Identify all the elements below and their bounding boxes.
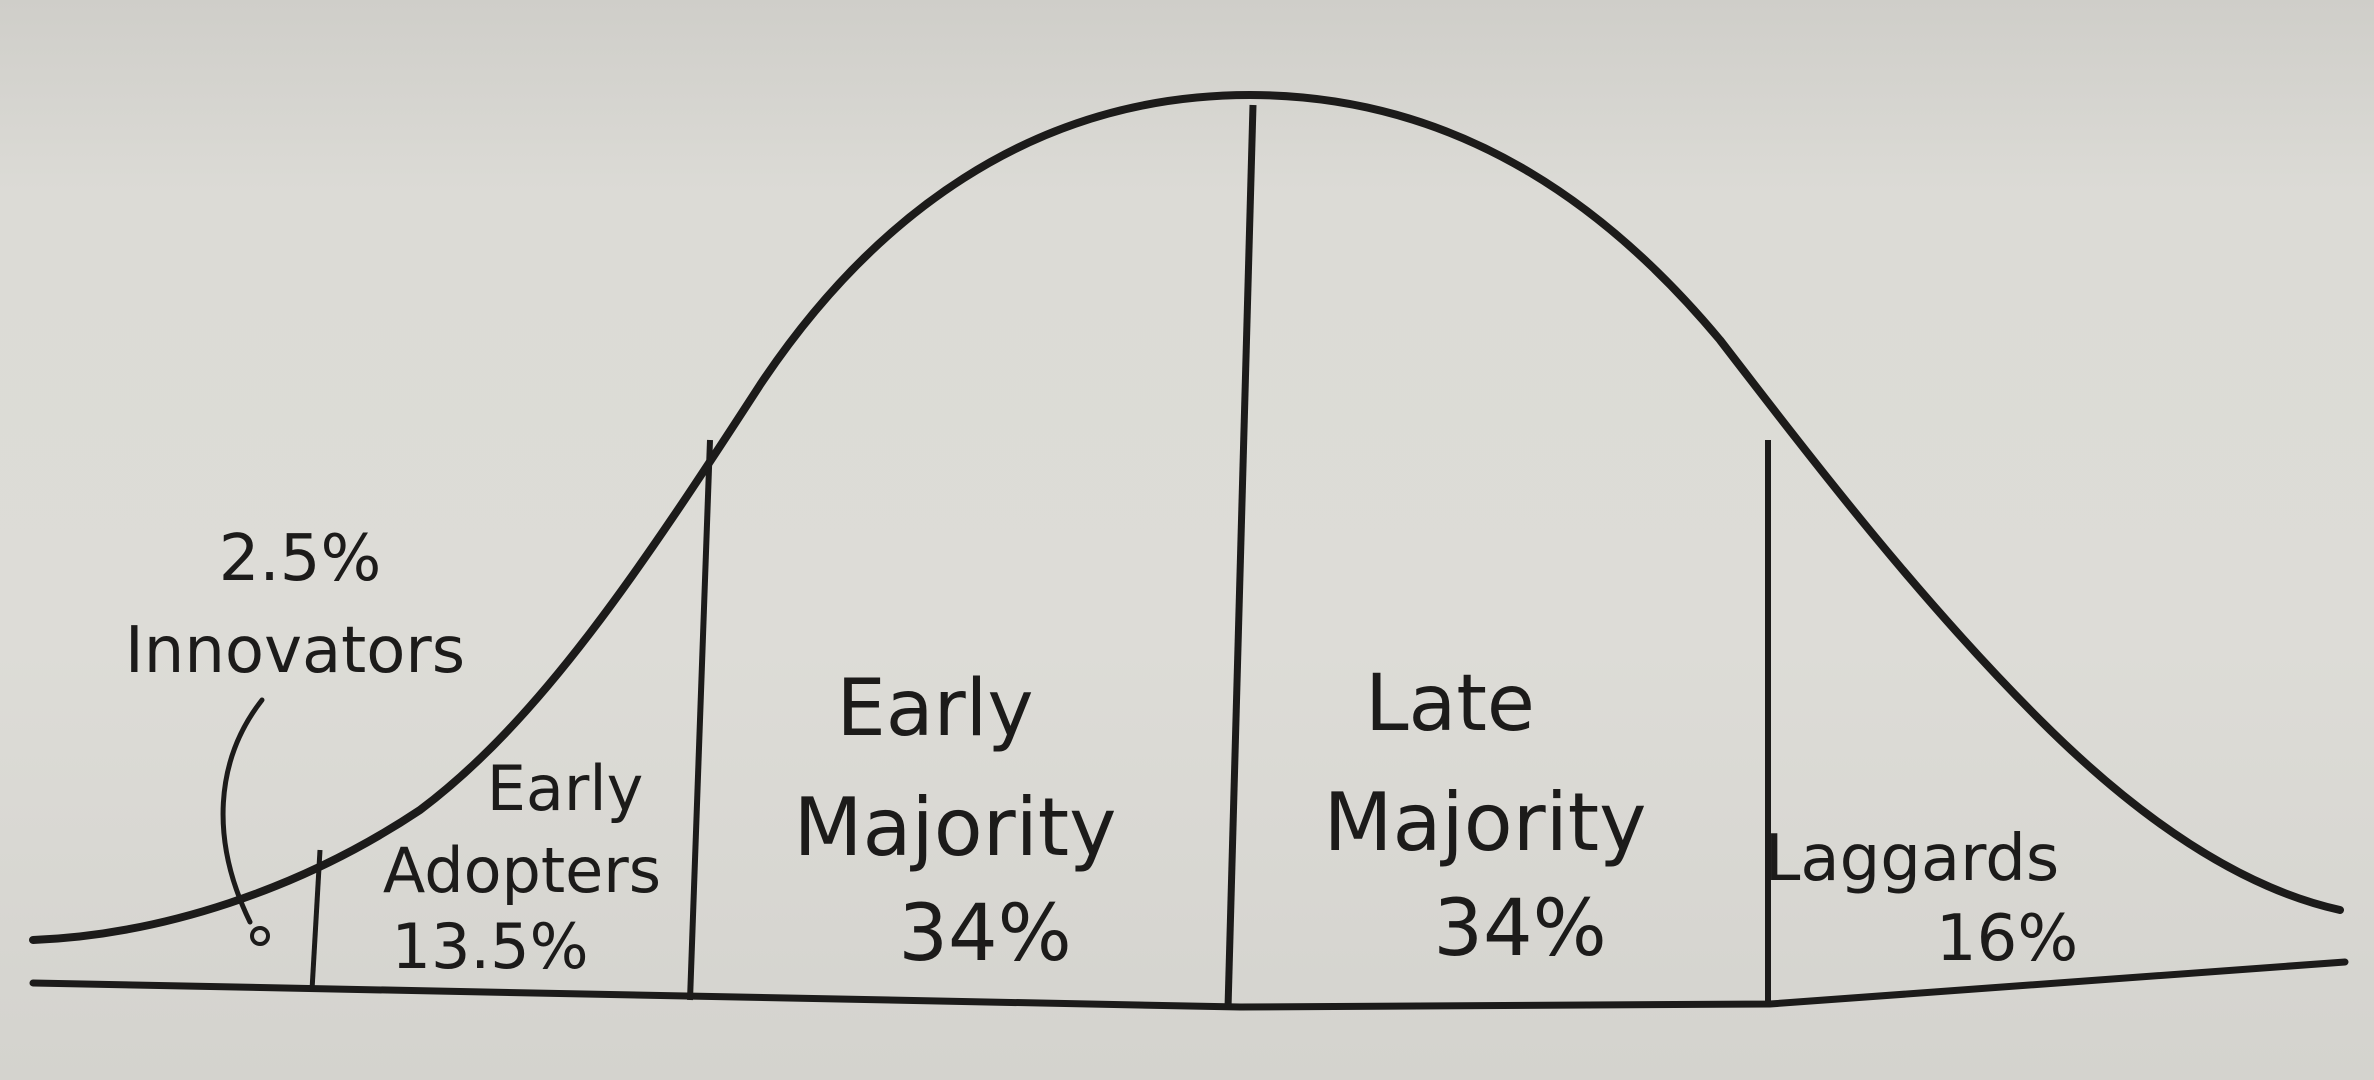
late-majority-percent: 34% bbox=[1433, 884, 1606, 974]
laggards-percent: 16% bbox=[1936, 902, 2078, 976]
label-early-majority: Early Majority 34% bbox=[793, 664, 1116, 979]
innovators-pointer-dot bbox=[250, 926, 270, 946]
label-late-majority: Late Majority 34% bbox=[1323, 659, 1646, 974]
early-adopters-percent: 13.5% bbox=[392, 910, 589, 983]
divider-early-adopters-early-majority bbox=[687, 439, 713, 1001]
innovators-percent: 2.5% bbox=[219, 522, 382, 596]
divider-innovators-early-adopters bbox=[309, 849, 323, 991]
label-innovators: 2.5% Innovators bbox=[125, 522, 465, 688]
bell-curve bbox=[29, 90, 2344, 944]
late-majority-name-line-1: Late bbox=[1365, 659, 1535, 749]
innovators-name: Innovators bbox=[125, 614, 465, 688]
baseline bbox=[29, 958, 2349, 1011]
divider-early-majority-late-majority bbox=[1224, 104, 1257, 1009]
late-majority-name-line-2: Majority bbox=[1323, 776, 1646, 869]
early-majority-name-line-1: Early bbox=[837, 664, 1034, 754]
innovators-pointer-line bbox=[220, 697, 265, 925]
early-adopters-name-line-2: Adopters bbox=[383, 834, 661, 907]
label-laggards: Laggards 16% bbox=[1765, 822, 2078, 976]
early-majority-percent: 34% bbox=[898, 889, 1071, 979]
early-majority-name-line-2: Majority bbox=[793, 781, 1116, 874]
label-early-adopters: Early Adopters 13.5% bbox=[383, 752, 661, 983]
early-adopters-name-line-1: Early bbox=[487, 752, 644, 825]
laggards-name: Laggards bbox=[1765, 822, 2060, 896]
